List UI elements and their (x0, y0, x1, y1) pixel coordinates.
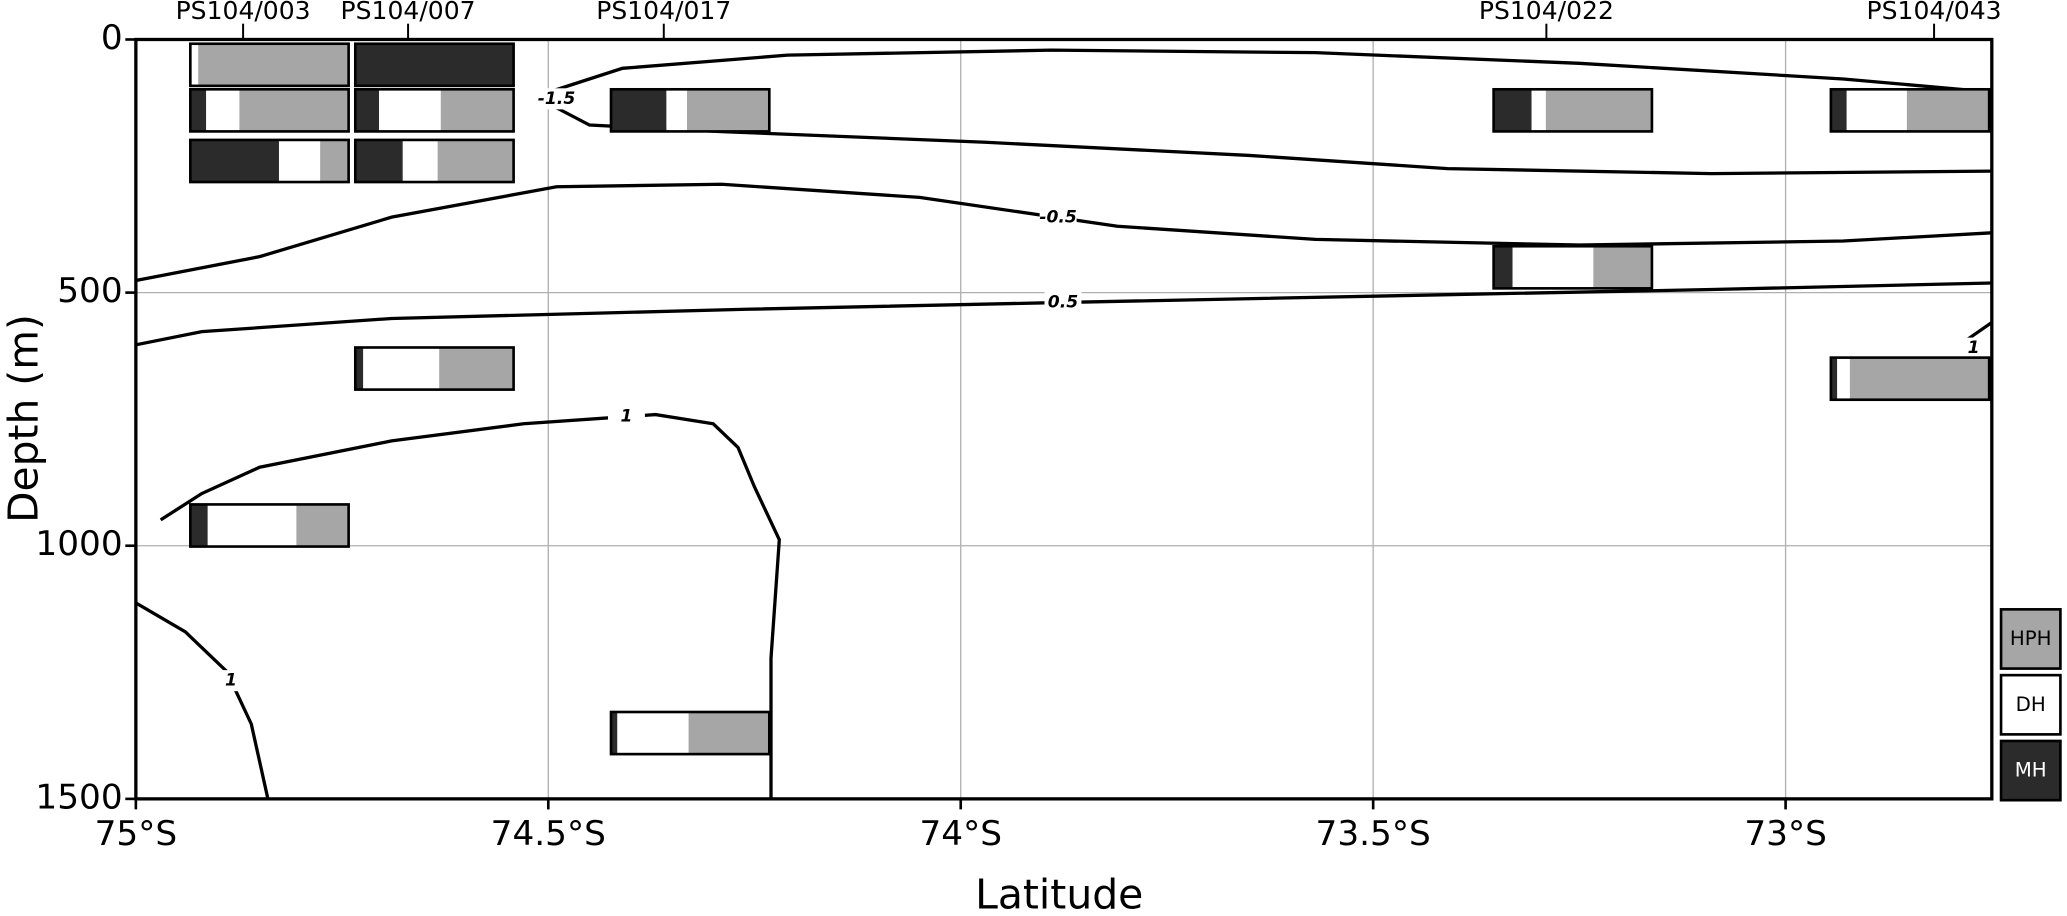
bar-segment (1493, 246, 1513, 289)
contour-line (135, 281, 1992, 347)
bar-segment (206, 89, 240, 132)
bar-outline (1829, 87, 1991, 133)
bar-segment (440, 89, 514, 132)
bar-segment (617, 711, 689, 755)
contour-label: 0.5 (1048, 292, 1078, 312)
bar-segment (1837, 357, 1850, 400)
bar-segment (439, 347, 514, 390)
bar-segment (190, 504, 208, 547)
station-label: PS104/017 (596, 0, 731, 25)
bar-segment (686, 89, 770, 132)
contour-label-bg (1955, 337, 1993, 359)
bar-outline (609, 710, 771, 756)
station-label: PS104/007 (341, 0, 476, 25)
bar-outline (189, 138, 350, 184)
bar-segment (1830, 89, 1847, 132)
bar-outline (189, 503, 350, 548)
contour-label-bg (607, 406, 645, 428)
station-label: PS104/003 (176, 0, 311, 25)
bar-segment (190, 139, 279, 183)
contour-line (135, 182, 1992, 283)
bar-segment (437, 139, 514, 183)
legend-label: HPH (2010, 627, 2052, 650)
y-tick-label: 0 (101, 18, 123, 58)
station-label: PS104/022 (1479, 0, 1614, 25)
contour-line (135, 601, 270, 800)
contour-label: -1.5 (538, 89, 576, 109)
contour-line (554, 48, 1992, 176)
bar-segment (363, 347, 440, 390)
y-axis-title: Depth (m) (0, 314, 47, 523)
bar-segment (666, 89, 687, 132)
bar-outline (189, 87, 350, 133)
x-axis-title: Latitude (975, 871, 1143, 916)
x-tick-label: 73°S (1744, 814, 1827, 854)
bar-segment (1545, 89, 1652, 132)
legend-swatch (1999, 673, 2062, 736)
y-tick-label: 1000 (35, 524, 122, 564)
legend-label: DH (2016, 693, 2046, 716)
bar-segment (355, 43, 514, 86)
x-tick-label: 73.5°S (1316, 814, 1431, 854)
station-label: PS104/043 (1867, 0, 2002, 25)
contour-label: 1 (620, 407, 632, 427)
bar-segment (320, 139, 349, 183)
bar-outline (353, 87, 515, 133)
bar-segment (355, 347, 364, 390)
y-tick-label: 500 (57, 271, 122, 311)
contour-label-bg (538, 88, 575, 110)
bar-segment (402, 139, 438, 183)
bar-segment (239, 89, 349, 132)
bar-segment (688, 711, 770, 755)
bar-segment (296, 504, 349, 547)
contour-label: 1 (225, 671, 237, 691)
bar-outline (1492, 87, 1654, 133)
bar-segment (1531, 89, 1546, 132)
bar-segment (1830, 357, 1838, 400)
bar-segment (190, 43, 199, 86)
bar-segment (355, 139, 403, 183)
bar-segment (379, 89, 441, 132)
bar-outline (353, 346, 515, 391)
bar-segment (1512, 246, 1594, 289)
bar-segment (1906, 89, 1990, 132)
x-tick-label: 75°S (95, 814, 178, 854)
bar-segment (207, 504, 297, 547)
bar-outline (1829, 356, 1991, 402)
y-tick-label: 1500 (35, 777, 122, 817)
contour-label: -0.5 (1039, 208, 1077, 228)
bar-outline (1492, 244, 1654, 290)
bar-segment (1849, 357, 1990, 400)
contour-line (159, 412, 781, 799)
bar-segment (278, 139, 321, 183)
legend-swatch (1999, 739, 2062, 802)
contour-label-bg (212, 670, 250, 692)
bar-segment (611, 89, 667, 132)
bar-outline (189, 42, 350, 88)
bar-segment (1493, 89, 1532, 132)
contour-label-bg (1039, 207, 1077, 229)
bar-segment (1593, 246, 1652, 289)
contour-label-bg (1044, 291, 1082, 313)
bar-segment (190, 89, 207, 132)
x-tick-label: 74.5°S (491, 814, 606, 854)
bar-segment (1846, 89, 1907, 132)
contour-label: 1 (1968, 338, 1980, 358)
bar-segment (355, 89, 380, 132)
x-tick-label: 74°S (919, 814, 1002, 854)
bar-segment (611, 711, 618, 755)
bar-segment (198, 43, 349, 86)
legend-swatch (1999, 608, 2062, 670)
plot-frame (134, 37, 1994, 801)
legend-label: MH (2015, 759, 2047, 782)
bar-outline (353, 42, 515, 88)
bar-outline (353, 138, 515, 184)
bar-outline (609, 87, 771, 133)
